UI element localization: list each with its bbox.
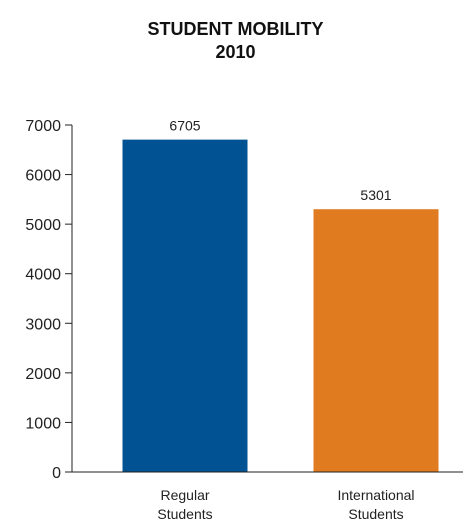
bar-value-label: 5301: [360, 187, 391, 203]
x-axis: Regular Students International Students: [72, 471, 463, 522]
y-tick-label: 7000: [25, 118, 61, 135]
x-category-label-line: Regular: [160, 487, 209, 503]
x-category-label-line: Students: [348, 506, 403, 522]
y-tick-label: 6000: [25, 168, 61, 185]
x-category-label-line: International: [337, 487, 414, 503]
chart-title-year: 2010: [215, 42, 256, 62]
y-axis: 0 1000 2000 3000 4000 5000 6000 7000: [25, 118, 73, 482]
bars: 6705 5301: [122, 118, 439, 472]
x-category-label: International Students: [337, 487, 414, 522]
chart-title: STUDENT MOBILITY 2010: [0, 18, 471, 64]
y-tick-label: 5000: [25, 217, 61, 234]
y-tick-label: 2000: [25, 366, 61, 383]
y-tick-label: 3000: [25, 316, 61, 333]
y-tick-label: 4000: [25, 267, 61, 284]
bar: [122, 139, 248, 472]
bar: [313, 209, 439, 472]
x-category-label: Regular Students: [157, 487, 212, 522]
chart-title-main: STUDENT MOBILITY: [147, 19, 324, 39]
bar-value-label: 6705: [169, 118, 200, 134]
x-category-label-line: Students: [157, 506, 212, 522]
y-tick-label: 0: [52, 465, 61, 482]
y-tick-label: 1000: [25, 415, 61, 432]
